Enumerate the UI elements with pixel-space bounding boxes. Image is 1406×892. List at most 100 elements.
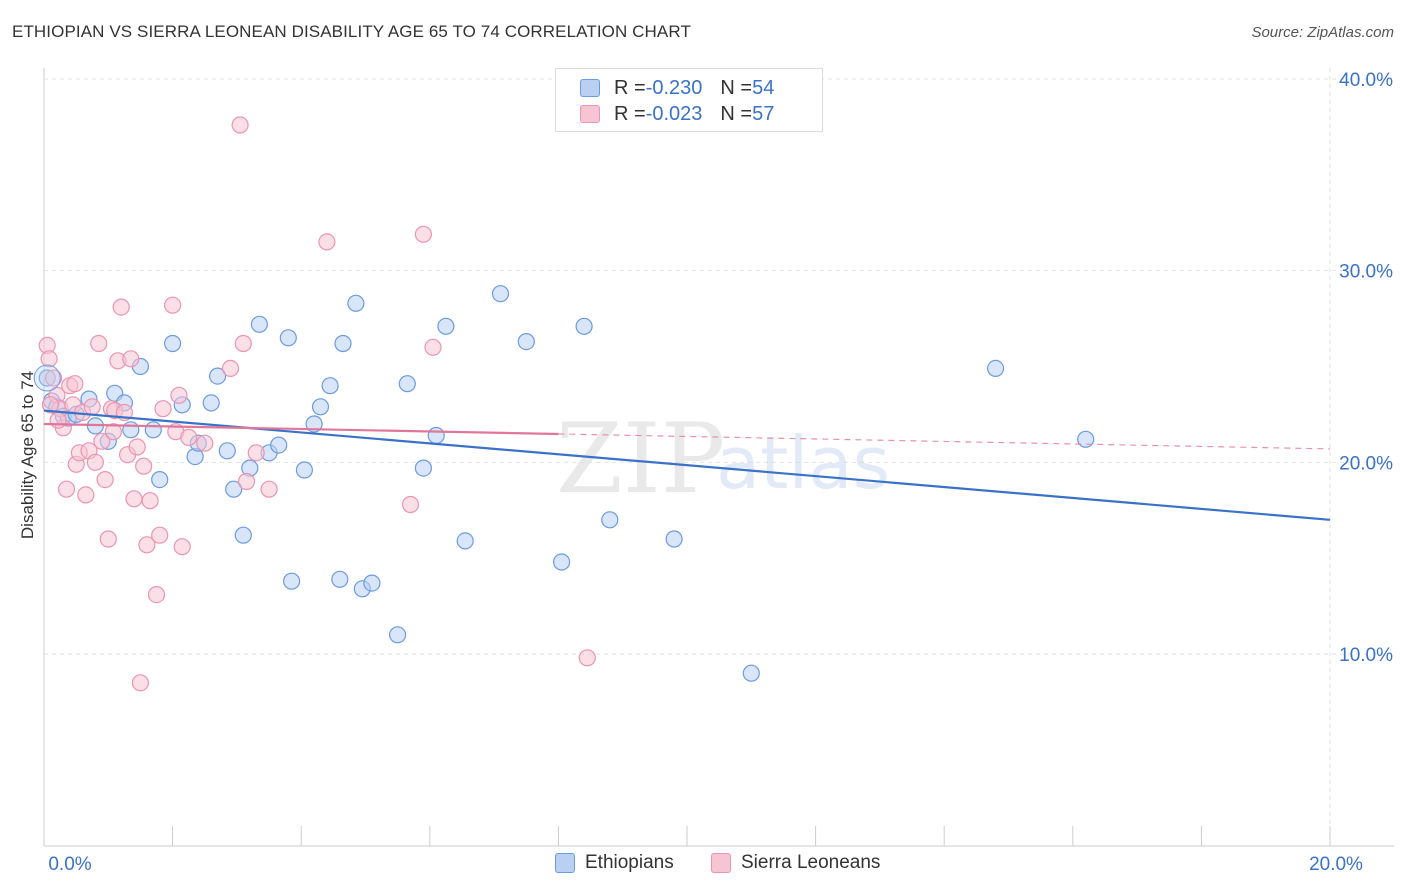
legend-item-ethiopians[interactable]: Ethiopians xyxy=(555,852,674,874)
sierra-leonean-point xyxy=(260,480,278,498)
legend-n-value: 57 xyxy=(752,102,775,125)
ethiopian-point xyxy=(202,394,220,412)
ethiopian-point xyxy=(665,530,683,548)
ethiopian-point xyxy=(601,511,619,529)
legend-item-sierra-leoneans[interactable]: Sierra Leoneans xyxy=(711,852,880,874)
legend-swatch-blue xyxy=(580,79,600,97)
ethiopian-point xyxy=(122,421,140,439)
source-note: Source: ZipAtlas.com xyxy=(1251,24,1394,41)
ethiopian-point xyxy=(456,532,474,550)
ethiopian-point xyxy=(427,426,445,445)
sierra-leonean-point xyxy=(131,674,149,692)
legend-n-label: N = xyxy=(720,76,753,99)
ethiopian-point xyxy=(283,572,301,590)
sierra-leonean-point xyxy=(41,396,60,414)
correlation-legend: R = -0.230 N = 54 R = -0.023 N = 57 xyxy=(555,68,823,132)
ethiopian-point xyxy=(321,377,339,395)
y-axis-title: Disability Age 65 to 74 xyxy=(18,370,37,540)
ethiopian-point xyxy=(437,317,455,335)
ethiopian-point xyxy=(305,415,323,433)
ethiopian-point xyxy=(164,334,182,353)
ethiopian-point xyxy=(1077,430,1095,448)
sierra-leonean-point xyxy=(66,375,84,393)
sierra-leonean-point xyxy=(128,438,146,456)
sierra-leonean-point xyxy=(234,334,252,353)
legend-row-sierra-leoneans: R = -0.023 N = 57 xyxy=(580,102,774,126)
sierra-leonean-point xyxy=(221,359,240,377)
sierra-leonean-point xyxy=(135,457,153,475)
legend-n-label: N = xyxy=(720,102,753,125)
sierra-leonean-point xyxy=(77,486,95,504)
sierra-leonean-point xyxy=(196,434,214,452)
y-tick-label: 40.0% xyxy=(1339,70,1393,91)
ethiopian-point xyxy=(398,375,416,393)
ethiopian-point xyxy=(33,364,61,392)
ethiopian-point xyxy=(270,436,288,454)
chart-title: ETHIOPIAN VS SIERRA LEONEAN DISABILITY A… xyxy=(12,22,691,41)
sierra-leonean-point xyxy=(104,423,123,441)
ethiopian-point xyxy=(414,459,432,477)
legend-swatch-blue xyxy=(555,853,575,873)
ethiopian-point xyxy=(552,553,571,571)
sierra-leonean-point xyxy=(180,428,198,446)
legend-r-value: -0.023 xyxy=(645,102,703,125)
y-tick-label: 30.0% xyxy=(1339,262,1393,283)
sierra-leonean-point xyxy=(401,495,420,514)
sierra-leonean-point xyxy=(96,471,114,489)
legend-r-label: R = xyxy=(614,102,646,125)
sierra-leonean-point xyxy=(578,649,596,667)
sierra-leonean-point xyxy=(164,296,182,314)
legend-label-ethiopians: Ethiopians xyxy=(585,852,674,873)
ethiopian-point xyxy=(311,398,330,416)
sierra-leonean-point xyxy=(99,530,117,548)
sierra-leonean-point xyxy=(125,490,143,508)
legend-r-label: R = xyxy=(614,76,646,99)
ethiopian-point xyxy=(389,626,407,644)
ethiopian-point xyxy=(218,442,236,460)
sierra-leonean-point xyxy=(40,350,58,368)
ethiopian-point xyxy=(575,317,593,335)
sierra-leonean-point xyxy=(44,369,63,387)
ethiopian-point xyxy=(331,570,349,588)
sierra-leonean-point xyxy=(151,526,169,544)
sierra-leonean-point xyxy=(231,116,249,134)
legend-r-value: -0.230 xyxy=(645,76,703,99)
sierra-leonean-point xyxy=(49,411,67,429)
ethiopian-point xyxy=(279,329,297,347)
ethiopian-point xyxy=(491,285,510,303)
ethiopian-point xyxy=(347,294,365,312)
sierra-leonean-trend-line xyxy=(43,422,559,436)
sierra-leonean-point xyxy=(154,400,172,418)
sierra-leonean-point xyxy=(414,225,432,243)
ethiopian-point xyxy=(250,315,268,333)
sierra-leonean-point xyxy=(424,338,442,356)
legend-swatch-pink xyxy=(711,853,731,873)
sierra-leonean-point xyxy=(173,538,191,556)
x-tick-label: 0.0% xyxy=(48,854,91,875)
y-tick-label: 10.0% xyxy=(1339,645,1393,666)
ethiopian-point xyxy=(225,480,243,498)
sierra-leonean-point xyxy=(83,398,101,416)
ethiopian-point xyxy=(234,526,252,544)
ethiopian-point xyxy=(986,359,1005,377)
sierra-leonean-point xyxy=(247,444,265,462)
ethiopian-point xyxy=(144,421,162,439)
ethiopian-point xyxy=(334,334,352,353)
watermark-atlas: atlas xyxy=(716,421,890,505)
sierra-leonean-point xyxy=(93,432,111,450)
watermark-zip: ZIP xyxy=(556,403,725,515)
sierra-leonean-point xyxy=(112,298,130,316)
sierra-leonean-point xyxy=(86,453,105,471)
sierra-leonean-point xyxy=(318,233,336,251)
x-tick-label: 20.0% xyxy=(1309,854,1363,875)
ethiopian-point xyxy=(295,461,313,479)
sierra-leonean-point xyxy=(147,585,166,604)
sierra-leonean-point xyxy=(90,334,108,353)
y-tick-label: 20.0% xyxy=(1339,453,1393,474)
ethiopian-point xyxy=(742,664,760,682)
legend-n-value: 54 xyxy=(752,76,775,99)
sierra-leonean-point xyxy=(237,472,256,491)
legend-row-ethiopians: R = -0.230 N = 54 xyxy=(580,76,774,100)
ethiopian-point xyxy=(151,471,169,489)
